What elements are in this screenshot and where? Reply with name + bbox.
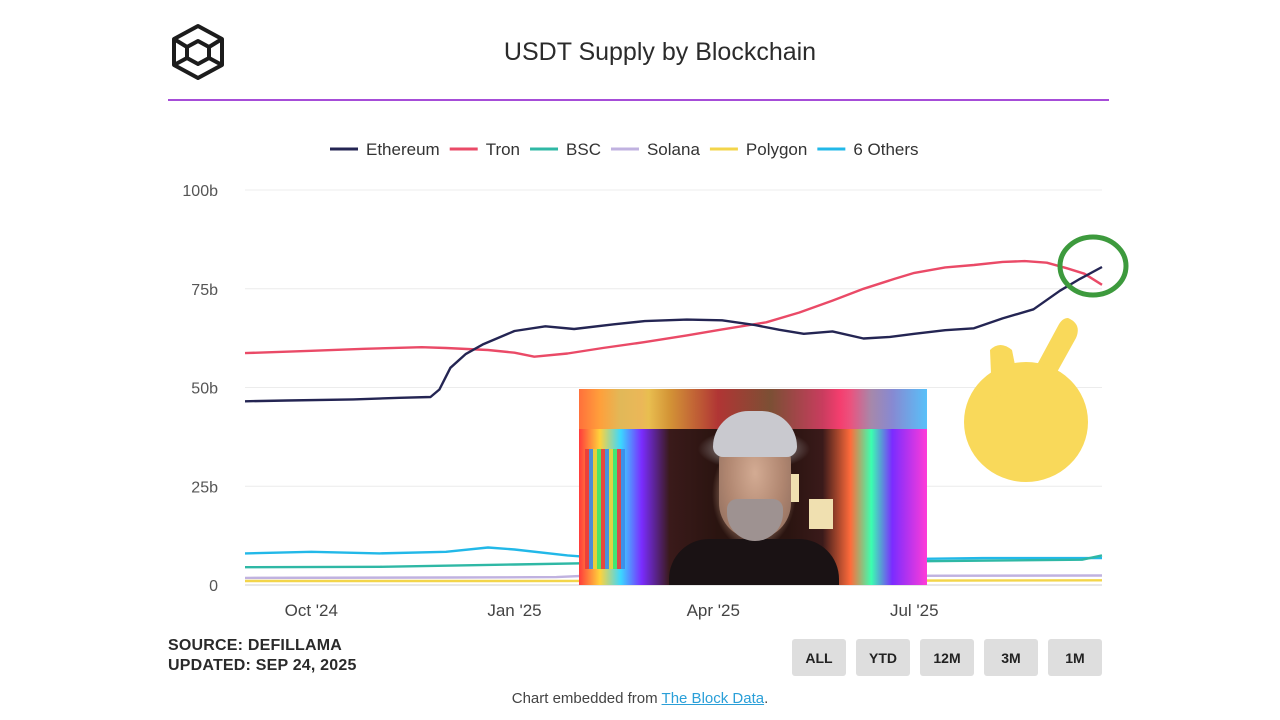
embed-suffix: .	[764, 690, 769, 707]
presenter-video-thumbnail	[579, 389, 927, 585]
legend-label: BSC	[566, 140, 601, 159]
highlight-circle-icon	[1057, 234, 1129, 298]
series-line-tron	[244, 259, 1103, 358]
video-presenter-hair	[713, 411, 797, 457]
y-axis-tick-labels: 0 25b 50b 75b 100b	[182, 183, 218, 595]
embed-prefix: Chart embedded from	[511, 690, 662, 707]
updated-label: UPDATED: SEP 24, 2025	[168, 657, 357, 674]
video-bookshelf	[585, 449, 625, 569]
legend-label: 6 Others	[853, 140, 918, 159]
video-ship-sail	[809, 499, 833, 529]
series-line-ethereum	[244, 265, 1103, 403]
x-tick-label: Apr '25	[687, 601, 740, 620]
range-1m-button[interactable]: 1M	[1048, 639, 1102, 676]
y-tick-label: 0	[209, 578, 218, 595]
range-3m-button[interactable]: 3M	[984, 639, 1038, 676]
legend-label: Tron	[486, 140, 520, 159]
the-block-data-link[interactable]: The Block Data	[661, 690, 765, 707]
title-divider	[168, 99, 1109, 101]
chart-title: USDT Supply by Blockchain	[503, 38, 817, 66]
range-12m-button[interactable]: 12M	[920, 639, 974, 676]
pointing-hand-icon	[964, 318, 1088, 482]
range-all-button[interactable]: ALL	[792, 639, 846, 676]
time-range-selector: ALL YTD 12M 3M 1M	[792, 639, 1102, 676]
source-label: SOURCE: DEFILLAMA	[168, 637, 343, 654]
legend-label: Polygon	[746, 140, 807, 159]
y-tick-label: 75b	[191, 282, 218, 299]
video-presenter-beard	[727, 499, 783, 541]
legend-label: Ethereum	[366, 140, 440, 159]
video-presenter-shirt	[669, 539, 839, 585]
x-tick-label: Jul '25	[890, 601, 939, 620]
y-tick-label: 50b	[191, 381, 218, 398]
x-axis-tick-labels: Oct '24 Jan '25 Apr '25 Jul '25	[285, 601, 939, 620]
legend-label: Solana	[647, 140, 700, 159]
y-tick-label: 100b	[182, 183, 218, 200]
chart-gridlines	[245, 189, 1102, 487]
x-tick-label: Oct '24	[285, 601, 338, 620]
x-tick-label: Jan '25	[487, 601, 541, 620]
embed-attribution: Chart embedded from The Block Data.	[0, 690, 1280, 707]
chart-legend: Ethereum Tron BSC Solana Polygon 6 Others	[330, 140, 919, 159]
range-ytd-button[interactable]: YTD	[856, 639, 910, 676]
y-tick-label: 25b	[191, 479, 218, 496]
the-block-logo-icon	[172, 24, 224, 80]
